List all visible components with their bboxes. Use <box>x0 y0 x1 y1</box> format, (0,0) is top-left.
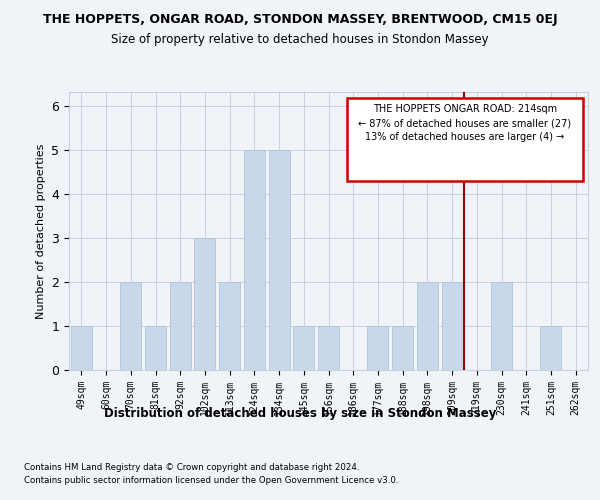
Bar <box>367 326 388 370</box>
Text: Distribution of detached houses by size in Stondon Massey: Distribution of detached houses by size … <box>104 408 496 420</box>
Text: ← 87% of detached houses are smaller (27): ← 87% of detached houses are smaller (27… <box>358 118 571 128</box>
Bar <box>417 282 438 370</box>
Bar <box>244 150 265 370</box>
Text: Contains HM Land Registry data © Crown copyright and database right 2024.: Contains HM Land Registry data © Crown c… <box>24 462 359 471</box>
Bar <box>120 282 141 370</box>
Text: THE HOPPETS ONGAR ROAD: 214sqm: THE HOPPETS ONGAR ROAD: 214sqm <box>373 104 557 114</box>
Text: Contains public sector information licensed under the Open Government Licence v3: Contains public sector information licen… <box>24 476 398 485</box>
Bar <box>392 326 413 370</box>
Text: 13% of detached houses are larger (4) →: 13% of detached houses are larger (4) → <box>365 132 565 142</box>
Bar <box>194 238 215 370</box>
Text: Size of property relative to detached houses in Stondon Massey: Size of property relative to detached ho… <box>111 32 489 46</box>
Bar <box>71 326 92 370</box>
Bar <box>219 282 240 370</box>
Y-axis label: Number of detached properties: Number of detached properties <box>36 144 46 319</box>
Bar <box>491 282 512 370</box>
Bar <box>318 326 339 370</box>
Bar <box>442 282 463 370</box>
Bar <box>145 326 166 370</box>
Text: THE HOPPETS, ONGAR ROAD, STONDON MASSEY, BRENTWOOD, CM15 0EJ: THE HOPPETS, ONGAR ROAD, STONDON MASSEY,… <box>43 12 557 26</box>
Bar <box>293 326 314 370</box>
Bar <box>541 326 562 370</box>
Bar <box>170 282 191 370</box>
Bar <box>269 150 290 370</box>
